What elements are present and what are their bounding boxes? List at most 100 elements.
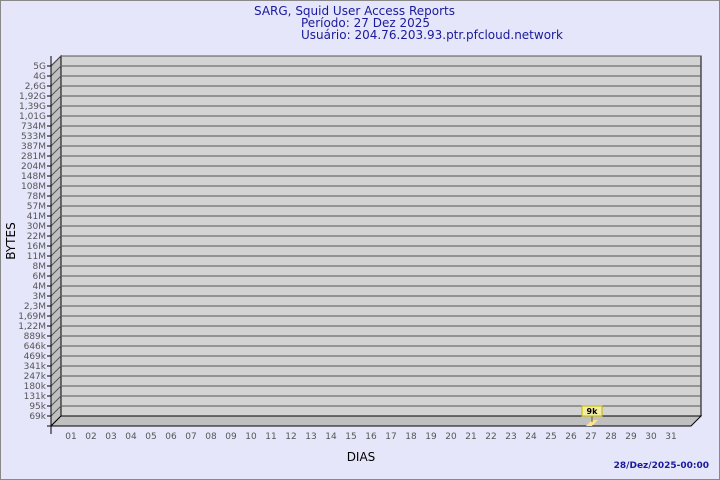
- x-tick-label: 25: [545, 432, 556, 442]
- gridline-side: [50, 145, 62, 157]
- gridline-side: [50, 75, 62, 87]
- y-tick-label: 646k: [24, 342, 47, 352]
- gridline-side: [50, 185, 62, 197]
- x-tick-label: 28: [605, 432, 617, 442]
- gridline-side: [50, 395, 62, 407]
- x-tick-label: 31: [665, 432, 676, 442]
- gridline-side: [50, 155, 62, 167]
- y-tick-label: 41M: [27, 212, 46, 222]
- x-tick-label: 02: [85, 432, 96, 442]
- x-tick-label: 09: [225, 432, 237, 442]
- y-tick-label: 1,92G: [19, 92, 46, 102]
- x-tick-label: 14: [325, 432, 337, 442]
- x-tick-label: 16: [365, 432, 377, 442]
- y-tick-label: 6M: [33, 272, 47, 282]
- gridline-side: [50, 385, 62, 397]
- y-tick-label: 11M: [27, 252, 46, 262]
- y-tick-label: 2,6G: [25, 82, 46, 92]
- gridline-side: [50, 375, 62, 387]
- x-tick-label: 19: [425, 432, 437, 442]
- gridline-side: [50, 255, 62, 267]
- gridline-side: [50, 275, 62, 287]
- floor: [49, 415, 703, 427]
- gridline-side: [50, 355, 62, 367]
- data-label: 9k: [587, 407, 599, 416]
- x-tick-label: 20: [445, 432, 457, 442]
- gridline-side: [50, 195, 62, 207]
- y-tick-label: 204M: [21, 162, 46, 172]
- gridline-side: [50, 305, 62, 317]
- x-axis-label: DIAS: [347, 450, 376, 464]
- y-tick-label: 387M: [21, 142, 46, 152]
- gridline-side: [50, 125, 62, 137]
- gridline-side: [50, 235, 62, 247]
- y-tick-label: 734M: [21, 122, 46, 132]
- x-tick-label: 10: [245, 432, 257, 442]
- gridline-side: [50, 315, 62, 327]
- x-tick-label: 27: [585, 432, 596, 442]
- x-tick-label: 04: [125, 432, 137, 442]
- report-user: Usuário: 204.76.203.93.ptr.pfcloud.netwo…: [301, 28, 563, 42]
- x-tick-label: 08: [205, 432, 217, 442]
- x-tick-label: 15: [345, 432, 356, 442]
- y-tick-label: 469k: [24, 352, 47, 362]
- y-tick-label: 78M: [27, 192, 46, 202]
- x-tick-label: 06: [165, 432, 177, 442]
- y-tick-label: 16M: [27, 242, 46, 252]
- y-tick-label: 341k: [24, 362, 47, 372]
- gridline-side: [50, 285, 62, 297]
- y-tick-label: 4G: [33, 72, 46, 82]
- x-tick-label: 13: [305, 432, 316, 442]
- y-tick-label: 1,69M: [18, 312, 46, 322]
- gridline-side: [50, 365, 62, 377]
- y-tick-label: 69k: [29, 412, 46, 422]
- y-tick-label: 8M: [33, 262, 47, 272]
- y-tick-label: 180k: [24, 382, 47, 392]
- generated-timestamp: 28/Dez/2025-00:00: [613, 461, 709, 471]
- x-tick-label: 24: [525, 432, 537, 442]
- y-axis-label: BYTES: [4, 222, 18, 259]
- x-tick-label: 11: [265, 432, 276, 442]
- x-tick-label: 17: [385, 432, 396, 442]
- gridline-side: [50, 95, 62, 107]
- x-tick-label: 21: [465, 432, 476, 442]
- y-tick-label: 247k: [24, 372, 47, 382]
- gridline-side: [50, 345, 62, 357]
- y-tick-label: 889k: [24, 332, 47, 342]
- x-tick-label: 18: [405, 432, 417, 442]
- x-tick-label: 01: [65, 432, 76, 442]
- y-tick-label: 148M: [21, 172, 46, 182]
- gridline-side: [50, 135, 62, 147]
- y-tick-label: 131k: [24, 392, 47, 402]
- gridline-side: [50, 205, 62, 217]
- x-tick-label: 07: [185, 432, 196, 442]
- y-tick-label: 2,3M: [24, 302, 46, 312]
- gridline-side: [50, 115, 62, 127]
- gridline-side: [50, 105, 62, 117]
- gridline-side: [50, 55, 62, 67]
- y-tick-label: 57M: [27, 202, 46, 212]
- gridline-side: [50, 225, 62, 237]
- x-tick-label: 03: [105, 432, 116, 442]
- gridline-side: [50, 245, 62, 257]
- y-tick-label: 1,39G: [19, 102, 46, 112]
- x-tick-label: 23: [505, 432, 516, 442]
- y-tick-label: 95k: [29, 402, 46, 412]
- data-label-box: [581, 405, 603, 417]
- gridline-side: [50, 335, 62, 347]
- gridline-side: [50, 265, 62, 277]
- y-tick-label: 4M: [33, 282, 47, 292]
- x-tick-label: 12: [285, 432, 296, 442]
- y-tick-label: 1,01G: [19, 112, 46, 122]
- x-tick-label: 22: [485, 432, 496, 442]
- x-tick-label: 29: [625, 432, 637, 442]
- report-title: SARG, Squid User Access Reports: [254, 4, 456, 18]
- y-tick-label: 30M: [27, 222, 46, 232]
- y-tick-label: 108M: [21, 182, 46, 192]
- y-tick-label: 281M: [21, 152, 46, 162]
- gridline-side: [50, 325, 62, 337]
- y-tick-label: 533M: [21, 132, 46, 142]
- gridline-side: [50, 405, 62, 417]
